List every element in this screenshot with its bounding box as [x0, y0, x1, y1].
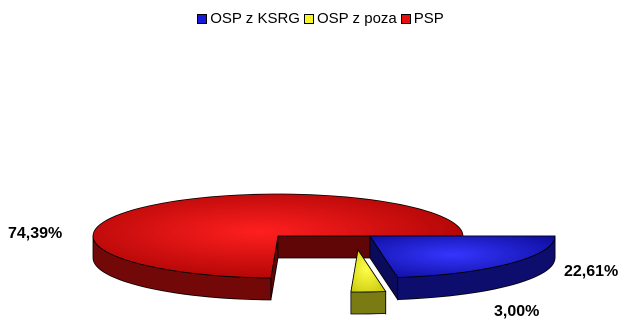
legend-swatch-osp-poza: [303, 13, 314, 24]
legend-swatch-osp-ksrg: [197, 13, 208, 24]
chart-legend: OSP z KSRG OSP z poza PSP: [0, 10, 641, 27]
legend-item-osp-ksrg: OSP z KSRG: [197, 10, 300, 27]
data-label-osp-ksrg: 22,61%: [564, 263, 618, 280]
data-label-psp: 74,39%: [8, 225, 62, 242]
legend-label-psp: PSP: [413, 10, 444, 27]
pie-slice-wall-osp-poza-0: [350, 291, 387, 315]
legend-label-osp-poza: OSP z poza: [316, 10, 397, 27]
legend-item-psp: PSP: [400, 10, 444, 27]
legend-label-osp-ksrg: OSP z KSRG: [210, 10, 300, 27]
pie-slice-psp: [92, 193, 464, 279]
pie-slice-osp-ksrg: [369, 235, 556, 278]
legend-item-osp-poza: OSP z poza: [303, 10, 397, 27]
pie-slice-osp-poza: [350, 248, 387, 293]
data-label-osp-poza: 3,00%: [494, 303, 539, 320]
legend-swatch-psp: [400, 13, 411, 24]
